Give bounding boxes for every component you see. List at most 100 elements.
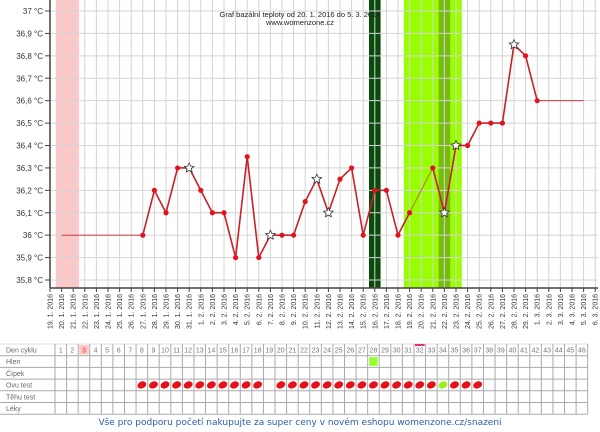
- data-point: [383, 187, 389, 193]
- y-tick-label: 36,5 °C: [16, 119, 43, 128]
- data-point: [337, 176, 343, 182]
- x-tick-label: 22. 1. 2016: [82, 294, 89, 329]
- series-line: [246, 156, 260, 258]
- eshop-link[interactable]: Vše pro podporu početí nakupujte za supe…: [98, 418, 502, 428]
- cycle-day-number: 27: [358, 348, 366, 355]
- x-tick-label: 5. 2. 2016: [245, 294, 252, 325]
- series-line: [234, 156, 248, 258]
- ovu-test-negative-icon: [172, 381, 181, 389]
- x-tick-label: 4. 3. 2016: [570, 294, 577, 325]
- x-tick-label: 4. 2. 2016: [233, 294, 240, 325]
- x-tick-label: 14. 2. 2016: [349, 294, 356, 329]
- cycle-day-number: 32: [416, 348, 424, 355]
- data-point: [140, 232, 146, 238]
- ovu-test-negative-icon: [473, 381, 483, 389]
- y-tick-label: 36,6 °C: [16, 97, 43, 106]
- ovu-test-negative-icon: [195, 381, 205, 389]
- series-line: [153, 189, 167, 214]
- x-tick-label: 18. 2. 2016: [396, 294, 403, 329]
- cycle-day-number: 20: [277, 348, 285, 355]
- cycle-day-number: 11: [173, 348, 180, 355]
- x-tick-label: 15. 2. 2016: [361, 294, 368, 329]
- table-row-label: Čípek: [6, 369, 25, 378]
- data-point: [198, 187, 204, 193]
- data-point: [534, 98, 540, 104]
- cycle-day-number: 22: [300, 348, 308, 355]
- data-point: [291, 232, 297, 238]
- ovu-test-negative-icon: [357, 381, 367, 389]
- x-tick-label: 7. 2. 2016: [268, 294, 275, 325]
- data-point: [302, 198, 308, 205]
- cycle-day-number: 29: [381, 348, 389, 355]
- y-tick-label: 36,7 °C: [16, 74, 43, 83]
- x-tick-label: 6. 3. 2016: [593, 294, 600, 325]
- data-point: [465, 142, 471, 149]
- x-tick-label: 28. 2. 2016: [512, 294, 519, 329]
- series-line: [316, 178, 330, 214]
- data-point: [407, 210, 413, 216]
- y-tick-label: 37 °C: [23, 7, 43, 16]
- data-point-star: [264, 229, 277, 241]
- highlight-day-cell: [79, 345, 89, 355]
- series-line: [397, 212, 411, 236]
- series-line: [223, 212, 237, 258]
- table-row-label: Těhu test: [6, 394, 35, 401]
- x-tick-label: 29. 1. 2016: [164, 294, 171, 329]
- y-tick-label: 36,2 °C: [16, 186, 43, 195]
- x-tick-label: 13. 2. 2016: [338, 294, 345, 329]
- x-tick-label: 31. 1. 2016: [187, 294, 194, 329]
- data-point: [256, 254, 262, 261]
- hlen-marker: [369, 357, 378, 366]
- table-row-label: Léky: [6, 406, 21, 413]
- y-tick-label: 35,8 °C: [16, 276, 43, 285]
- x-tick-label: 24. 1. 2016: [106, 294, 113, 329]
- cycle-day-number: 9: [151, 348, 155, 355]
- chart-band: [55, 0, 79, 288]
- cycle-day-number: 16: [231, 348, 239, 355]
- cycle-day-number: 38: [485, 348, 493, 355]
- ovu-test-negative-icon: [392, 381, 402, 389]
- ovu-test-negative-icon: [334, 381, 344, 389]
- cycle-day-number: 36: [462, 348, 470, 355]
- data-point: [244, 154, 250, 160]
- series-line: [432, 167, 446, 213]
- data-point: [395, 232, 401, 238]
- cycle-day-number: 30: [393, 348, 401, 355]
- cycle-day-number: 7: [128, 348, 132, 355]
- series-line: [200, 189, 214, 214]
- series-line: [292, 201, 306, 236]
- cycle-day-number: 13: [196, 348, 204, 355]
- ovu-test-negative-icon: [183, 381, 193, 389]
- series-line: [524, 55, 538, 101]
- x-tick-label: 9. 2. 2016: [291, 294, 298, 325]
- cycle-day-number: 39: [497, 348, 505, 355]
- y-tick-label: 36 °C: [23, 231, 43, 240]
- table-row-label: Hlen: [6, 359, 21, 366]
- data-point: [151, 187, 157, 193]
- cycle-day-number: 19: [265, 348, 273, 355]
- x-tick-label: 11. 2. 2016: [314, 294, 321, 329]
- data-point-star: [508, 38, 520, 50]
- cycle-day-number: 28: [370, 348, 378, 355]
- x-tick-label: 22. 2. 2016: [442, 294, 449, 329]
- ovu-test-positive-icon: [438, 381, 448, 389]
- series-line: [466, 122, 480, 146]
- marked-day-bar: [414, 344, 425, 346]
- x-tick-label: 16. 2. 2016: [372, 294, 379, 329]
- x-tick-label: 2. 3. 2016: [546, 294, 553, 325]
- ovu-test-negative-icon: [415, 381, 425, 389]
- y-tick-label: 36,8 °C: [16, 52, 43, 61]
- data-point: [163, 210, 169, 216]
- data-point: [488, 120, 494, 126]
- y-tick-label: 36,4 °C: [16, 142, 43, 151]
- cycle-day-number: 12: [184, 348, 192, 355]
- y-tick-label: 35,9 °C: [16, 254, 43, 263]
- x-tick-label: 25. 2. 2016: [477, 294, 484, 329]
- cycle-day-number: 2: [70, 348, 74, 355]
- data-point: [499, 120, 505, 126]
- x-tick-label: 19. 2. 2016: [407, 294, 414, 329]
- series-line: [443, 145, 457, 213]
- data-point-star: [322, 206, 335, 218]
- x-tick-label: 10. 2. 2016: [303, 294, 310, 329]
- series-line: [142, 190, 156, 236]
